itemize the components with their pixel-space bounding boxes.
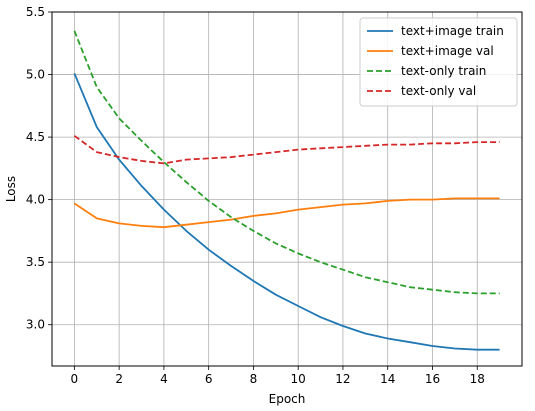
series-line-4 <box>73 135 500 165</box>
series-line-1 <box>73 72 500 351</box>
series-lines <box>73 30 500 351</box>
legend-label: text-only train <box>401 64 486 78</box>
legend-label: text+image val <box>401 44 494 58</box>
y-tick-label: 3.0 <box>26 318 45 332</box>
legend-box <box>359 17 518 107</box>
x-tick-label: 6 <box>205 372 213 386</box>
plot-frame <box>51 11 523 367</box>
x-tick-label: 16 <box>425 372 440 386</box>
series-line-3 <box>73 30 500 295</box>
x-tick-label: 10 <box>291 372 306 386</box>
y-tick-label: 4.0 <box>26 193 45 207</box>
x-tick-label: 12 <box>335 372 350 386</box>
y-tick-label: 5.5 <box>26 5 45 19</box>
y-tick-label: 3.5 <box>26 255 45 269</box>
legend-label: text+image train <box>401 24 504 38</box>
x-axis-ticks: 0 2 4 6 8 10 12 14 16 18 <box>71 366 485 386</box>
y-tick-label: 4.5 <box>26 130 45 144</box>
y-tick-label: 5.0 <box>26 68 45 82</box>
x-tick-label: 18 <box>470 372 485 386</box>
legend-label: text-only val <box>401 84 476 98</box>
x-tick-label: 2 <box>115 372 123 386</box>
series-line-2 <box>73 197 500 229</box>
x-tick-label: 4 <box>160 372 168 386</box>
x-tick-label: 8 <box>250 372 258 386</box>
legend: text+image train text+image val text-only … <box>359 17 518 107</box>
y-axis-ticks: 3.0 3.5 4.0 4.5 5.0 5.5 <box>26 5 52 332</box>
x-tick-label: 0 <box>71 372 79 386</box>
y-axis-label: Loss <box>4 176 18 202</box>
x-axis-label: Epoch <box>269 392 306 406</box>
x-tick-label: 14 <box>380 372 395 386</box>
